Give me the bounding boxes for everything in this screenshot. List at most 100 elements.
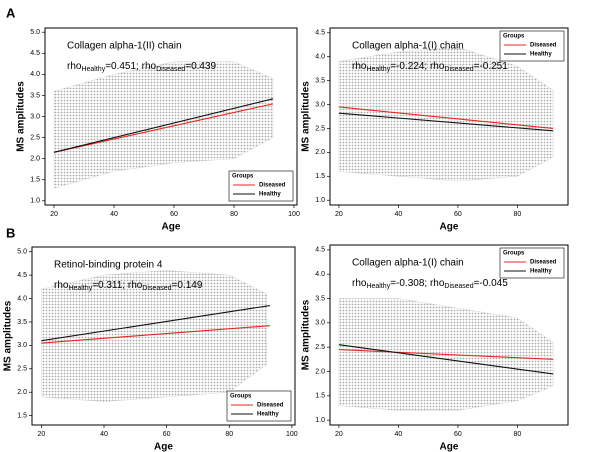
panel: 1.0 1.5 2.0 2.5 3.0 3.5 4.0 4.5 5.0 20 40 60 80 100 Ag… (16, 27, 300, 233)
y-tick-label: 4.0 (30, 71, 40, 78)
x-tick-label: 80 (225, 431, 233, 438)
y-tick-label: 1.0 (315, 417, 325, 424)
y-tick-label: 4.0 (315, 271, 325, 278)
regression-line (41, 305, 271, 342)
annotation-subscript: Healthy (81, 66, 105, 73)
x-axis-label: Age (440, 442, 459, 452)
regression-line (41, 325, 270, 344)
y-tick-label: 5.0 (17, 249, 27, 256)
y-tick-label: 2.0 (30, 155, 40, 162)
legend-title: Groups (503, 251, 525, 257)
annotation-subscript: Diseased (444, 66, 473, 73)
y-tick-label: 4.5 (315, 247, 325, 254)
y-tick-label: 1.5 (17, 412, 27, 419)
y-axis-label: MS amplitudes (3, 300, 14, 371)
y-tick-label: 1.5 (315, 173, 325, 180)
legend-label: Healthy (530, 269, 552, 275)
regression-line (338, 106, 554, 130)
y-tick-label: 2.0 (17, 389, 27, 396)
x-tick-label: 40 (395, 211, 403, 218)
annotation-text: rho (67, 61, 82, 72)
legend-label: Healthy (259, 192, 281, 198)
y-tick-label: 4.0 (17, 295, 27, 302)
annotation: rhoHealthy=0.311; rhoDiseased=0.149 (54, 280, 203, 292)
x-tick-label: 20 (50, 211, 58, 218)
x-tick-label: 60 (170, 211, 178, 218)
annotation-text: rho (352, 61, 367, 72)
scatter-cloud (338, 46, 554, 182)
y-tick-label: 3.5 (315, 77, 325, 84)
annotation-subscript: Healthy (366, 283, 390, 290)
y-tick-label: 4.5 (17, 272, 27, 279)
y-tick-label: 3.0 (315, 320, 325, 327)
plot-frame (329, 244, 569, 426)
y-tick-label: 2.5 (30, 134, 40, 141)
legend-label: Diseased (530, 260, 557, 266)
legend-label: Diseased (257, 403, 284, 409)
legend-box (499, 247, 565, 279)
y-tick-label: 4.5 (315, 30, 325, 37)
plot-frame (329, 27, 569, 206)
x-tick-label: 60 (454, 211, 462, 218)
y-tick-label: 2.5 (315, 344, 325, 351)
annotation: rhoHealthy=-0.224; rhoDiseased=-0.251 (352, 61, 508, 73)
annotation-subscript: Diseased (156, 66, 185, 73)
annotation: rhoHealthy=-0.308; rhoDiseased=-0.045 (352, 278, 508, 290)
regression-line (338, 349, 554, 360)
annotation-text: =-0.224; rho (390, 61, 445, 72)
legend-box (226, 390, 292, 422)
x-tick-label: 20 (335, 431, 343, 438)
y-tick-label: 1.5 (315, 393, 325, 400)
legend-label: Healthy (530, 52, 552, 58)
y-tick-label: 2.5 (315, 125, 325, 132)
y-tick-label: 3.5 (17, 319, 27, 326)
y-tick-label: 5.0 (30, 29, 40, 36)
y-tick-label: 2.5 (17, 366, 27, 373)
legend-title: Groups (230, 394, 252, 400)
x-tick-label: 20 (37, 431, 45, 438)
y-tick-label: 3.5 (30, 92, 40, 99)
legend-label: Diseased (530, 43, 557, 49)
y-axis-label: MS amplitudes (301, 81, 312, 152)
x-tick-label: 40 (110, 211, 118, 218)
annotation-text: =0.439 (185, 61, 216, 72)
y-tick-label: 2.0 (315, 149, 325, 156)
y-axis-label: MS amplitudes (16, 81, 27, 152)
x-tick-label: 60 (454, 431, 462, 438)
x-tick-label: 100 (288, 211, 300, 218)
legend-title: Groups (232, 174, 254, 180)
y-tick-label: 3.5 (315, 295, 325, 302)
annotation-text: =-0.251 (474, 61, 509, 72)
annotation-title: Collagen alpha-1(II) chain (67, 41, 182, 52)
legend-box (228, 170, 294, 202)
annotation-text: =0.311; rho (92, 280, 143, 291)
annotation-subscript: Healthy (68, 285, 92, 292)
y-tick-label: 3.0 (17, 342, 27, 349)
legend-label: Diseased (259, 183, 286, 189)
y-tick-label: 3.0 (30, 113, 40, 120)
annotation-subscript: Diseased (142, 285, 171, 292)
x-axis-label: Age (162, 222, 181, 233)
panel: 1.0 1.5 2.0 2.5 3.0 3.5 4.0 4.5 20 40 60 80 Age MS am… (301, 27, 569, 233)
x-tick-label: 60 (163, 431, 171, 438)
x-tick-label: 80 (230, 211, 238, 218)
scatter-cloud (53, 61, 274, 189)
y-tick-label: 4.5 (30, 50, 40, 57)
annotation-text: =0.149 (172, 280, 203, 291)
panel-label: A (6, 5, 16, 20)
annotation-text: =-0.045 (474, 278, 509, 289)
x-tick-label: 100 (286, 431, 298, 438)
x-axis-label: Age (440, 222, 459, 233)
x-tick-label: 40 (100, 431, 108, 438)
annotation-title: Collagen alpha-1(I) chain (352, 41, 464, 52)
x-tick-label: 20 (335, 211, 343, 218)
x-axis-label: Age (154, 442, 173, 452)
regression-line (338, 112, 554, 132)
legend-box (499, 30, 565, 62)
annotation-title: Retinol-binding protein 4 (54, 260, 163, 271)
regression-line (53, 103, 274, 153)
y-tick-label: 1.0 (315, 197, 325, 204)
y-tick-label: 1.0 (30, 198, 40, 205)
plot-frame (31, 246, 296, 426)
regression-line (338, 344, 554, 375)
